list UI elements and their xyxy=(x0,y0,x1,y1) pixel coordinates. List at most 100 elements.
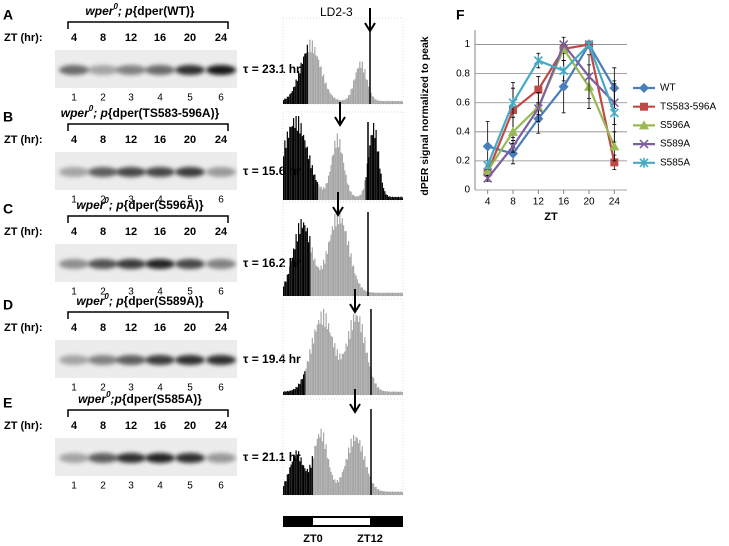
activity-bin xyxy=(288,137,290,200)
activity-bin xyxy=(371,292,373,296)
activity-bin xyxy=(391,491,393,495)
activity-bin xyxy=(290,464,292,495)
activity-bin xyxy=(296,458,298,495)
series-line xyxy=(486,42,616,166)
superscript: 0 xyxy=(104,292,109,301)
activity-bin xyxy=(330,335,332,395)
lane-number: 2 xyxy=(100,383,106,394)
activity-bin xyxy=(289,390,291,395)
activity-bin xyxy=(359,439,361,495)
activity-bin xyxy=(306,44,308,104)
activity-bin xyxy=(339,99,341,104)
blot-band xyxy=(88,259,118,269)
lane-number: 6 xyxy=(218,287,224,298)
bracket xyxy=(67,123,229,131)
x-axis-label: ZT xyxy=(544,211,558,223)
peak-arrow xyxy=(349,289,361,314)
activity-bin xyxy=(283,156,285,200)
lane-number: 6 xyxy=(218,481,224,492)
gene: wper xyxy=(78,392,107,406)
blot-band xyxy=(175,453,205,463)
activity-bin xyxy=(340,477,342,495)
activity-bin xyxy=(399,391,401,395)
activity-bin xyxy=(343,162,345,200)
activity-bin xyxy=(349,338,351,395)
zt-tick: 24 xyxy=(215,134,228,146)
activity-bin xyxy=(314,258,316,296)
genotype-title: wper0;p{dper(S585A)} xyxy=(78,390,202,406)
activity-bin xyxy=(331,155,333,200)
activity-bin xyxy=(348,95,350,104)
activity-bin xyxy=(283,100,285,104)
activity-bin xyxy=(309,39,311,104)
activity-bin xyxy=(334,140,336,200)
legend-marker xyxy=(639,83,649,93)
activity-bin xyxy=(359,316,361,395)
lane-number: 2 xyxy=(100,195,106,206)
activity-bin xyxy=(371,96,373,104)
activity-bin xyxy=(385,491,387,495)
activity-bin xyxy=(284,391,286,395)
activity-bin xyxy=(391,100,393,104)
lane-number: 3 xyxy=(128,383,134,394)
activity-bin xyxy=(389,196,391,200)
activity-bin xyxy=(285,391,287,395)
lane-number: 3 xyxy=(128,195,134,206)
activity-bin xyxy=(380,389,382,395)
lane-number: 4 xyxy=(157,195,163,206)
activity-bin xyxy=(364,289,366,296)
activity-bin xyxy=(295,79,297,104)
activity-bin xyxy=(350,191,352,200)
line-chart: F 0 0.2 0.4 0.6 0.8 1 4 8 12 16 20 24 ZT dPER signal n… xyxy=(419,7,717,223)
gene: wper xyxy=(61,106,90,120)
marker xyxy=(610,158,619,167)
activity-bin xyxy=(328,323,330,395)
zt-tick: 12 xyxy=(125,134,137,146)
activity-bin xyxy=(308,52,310,104)
activity-bin xyxy=(390,293,392,296)
activity-bin xyxy=(289,266,291,296)
lane-number: 1 xyxy=(71,383,77,394)
activity-bin xyxy=(350,319,352,395)
activity-bin xyxy=(353,265,355,296)
blot-band xyxy=(206,65,236,75)
marker xyxy=(508,97,518,108)
blot-band xyxy=(145,259,175,269)
activity-bin xyxy=(374,487,376,495)
activity-bin xyxy=(348,447,350,495)
activity-bin xyxy=(313,53,315,104)
activity-bin xyxy=(334,479,336,495)
lane-number: 3 xyxy=(128,287,134,298)
zt12-label: ZT12 xyxy=(357,533,383,545)
activity-bin xyxy=(328,459,330,495)
activity-bin xyxy=(291,125,293,200)
activity-bin xyxy=(378,151,380,200)
activity-bin xyxy=(360,68,362,104)
activity-bin xyxy=(393,101,395,104)
activity-bin xyxy=(310,467,312,495)
activity-bin xyxy=(346,244,348,296)
blot-band xyxy=(88,453,118,463)
lane-number: 5 xyxy=(187,383,193,394)
activity-bin xyxy=(286,390,288,395)
zt-tick: 12 xyxy=(125,226,137,238)
zt-tick: 16 xyxy=(154,134,166,146)
panel-letter: F xyxy=(456,7,465,23)
activity-bin xyxy=(363,290,365,296)
activity-bin xyxy=(314,329,316,395)
zt-tick: 8 xyxy=(100,420,106,432)
activity-bin xyxy=(328,89,330,104)
activity-bin xyxy=(400,391,402,395)
lane-number: 2 xyxy=(100,481,106,492)
activity-bin xyxy=(313,343,315,395)
activity-bin xyxy=(325,313,327,395)
activity-bin xyxy=(284,481,286,495)
activity-bin xyxy=(395,196,397,200)
activity-bin xyxy=(285,98,287,104)
activity-bin xyxy=(330,471,332,495)
marker xyxy=(508,141,518,151)
activity-bin xyxy=(296,80,298,104)
activity-bin xyxy=(284,98,286,104)
activity-bin xyxy=(333,479,335,495)
marker xyxy=(482,166,493,176)
